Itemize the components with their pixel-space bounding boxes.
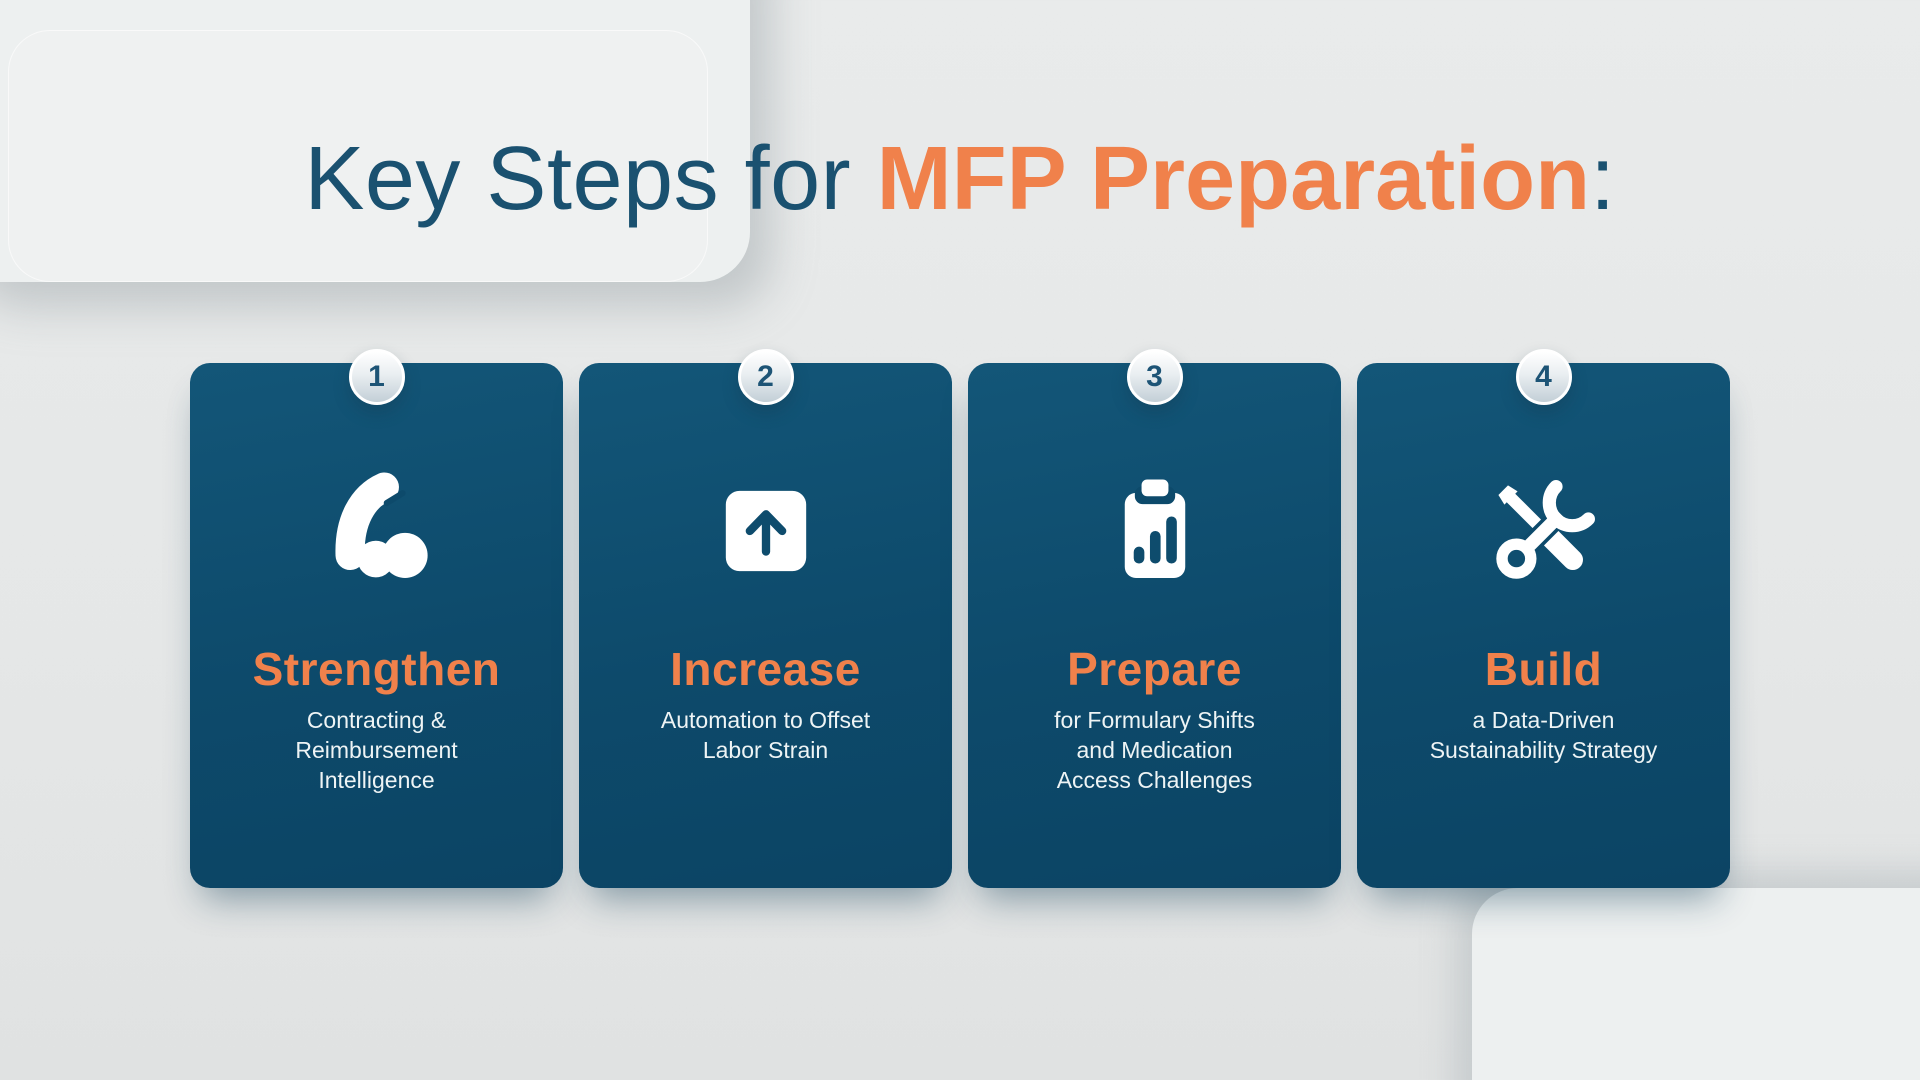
- step-heading: Increase: [670, 643, 861, 695]
- background-panel-bottom-right: [1472, 888, 1920, 1080]
- title-highlight: MFP Preparation: [876, 129, 1591, 229]
- flexed-bicep-icon: [190, 463, 563, 598]
- step-number: 3: [1146, 360, 1163, 393]
- step-number-badge: 2: [737, 349, 794, 405]
- step-number: 4: [1535, 360, 1552, 393]
- step-number-badge: 1: [348, 349, 405, 405]
- title-prefix: Key Steps for: [304, 129, 877, 229]
- arrow-up-square-icon: [579, 463, 952, 598]
- step-card-prepare: 3 Prepare for Formulary Shifts and Medic…: [968, 349, 1341, 888]
- step-number: 2: [757, 360, 774, 393]
- step-heading: Strengthen: [252, 643, 501, 695]
- background-panel-top-left-inner: [8, 30, 708, 282]
- step-card-increase: 2 Increase Automation to Offset Labor St…: [579, 349, 952, 888]
- steps-row: 1 Strengthen Contracting & Reimbursement…: [190, 349, 1730, 888]
- step-heading: Build: [1484, 643, 1603, 695]
- title-colon: :: [1590, 129, 1616, 229]
- step-number-badge: 4: [1515, 349, 1572, 405]
- clipboard-chart-icon: [968, 463, 1341, 598]
- step-card-strengthen: 1 Strengthen Contracting & Reimbursement…: [190, 349, 563, 888]
- step-card-build: 4 Build a Data-Driven Sustainability Str…: [1357, 349, 1730, 888]
- step-description: for Formulary Shifts and Medication Acce…: [1054, 707, 1255, 793]
- step-description: Automation to Offset Labor Strain: [660, 707, 871, 763]
- wrench-screwdriver-icon: [1357, 463, 1730, 598]
- step-description: Contracting & Reimbursement Intelligence: [295, 707, 458, 793]
- step-number: 1: [368, 360, 385, 393]
- step-number-badge: 3: [1126, 349, 1183, 405]
- page-title: Key Steps for MFP Preparation:: [0, 128, 1920, 232]
- step-heading: Prepare: [1067, 643, 1242, 695]
- step-description: a Data-Driven Sustainability Strategy: [1429, 707, 1658, 763]
